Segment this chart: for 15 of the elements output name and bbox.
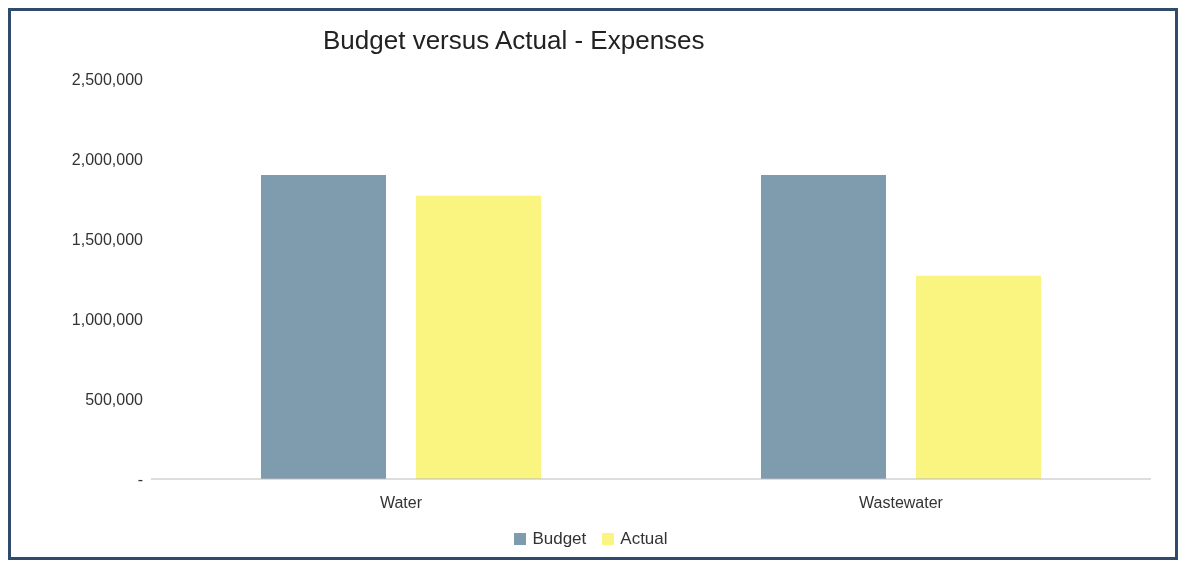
y-tick-label: -: [137, 470, 143, 488]
bar: [761, 175, 886, 479]
y-tick-label: 1,500,000: [71, 230, 144, 248]
y-tick-label: 2,500,000: [71, 70, 144, 88]
x-tick-label: Water: [379, 494, 423, 512]
x-tick-label: Wastewater: [859, 494, 944, 512]
bar: [416, 195, 541, 479]
chart-title: Budget versus Actual - Expenses: [322, 24, 706, 57]
y-tick-label: 500,000: [85, 390, 144, 408]
y-tick-label: 2,000,000: [71, 150, 144, 168]
legend-label: Budget: [531, 529, 587, 549]
bar: [261, 175, 386, 479]
bar: [916, 275, 1041, 479]
y-tick-label: 1,000,000: [71, 310, 144, 328]
legend-label: Actual: [619, 529, 668, 549]
